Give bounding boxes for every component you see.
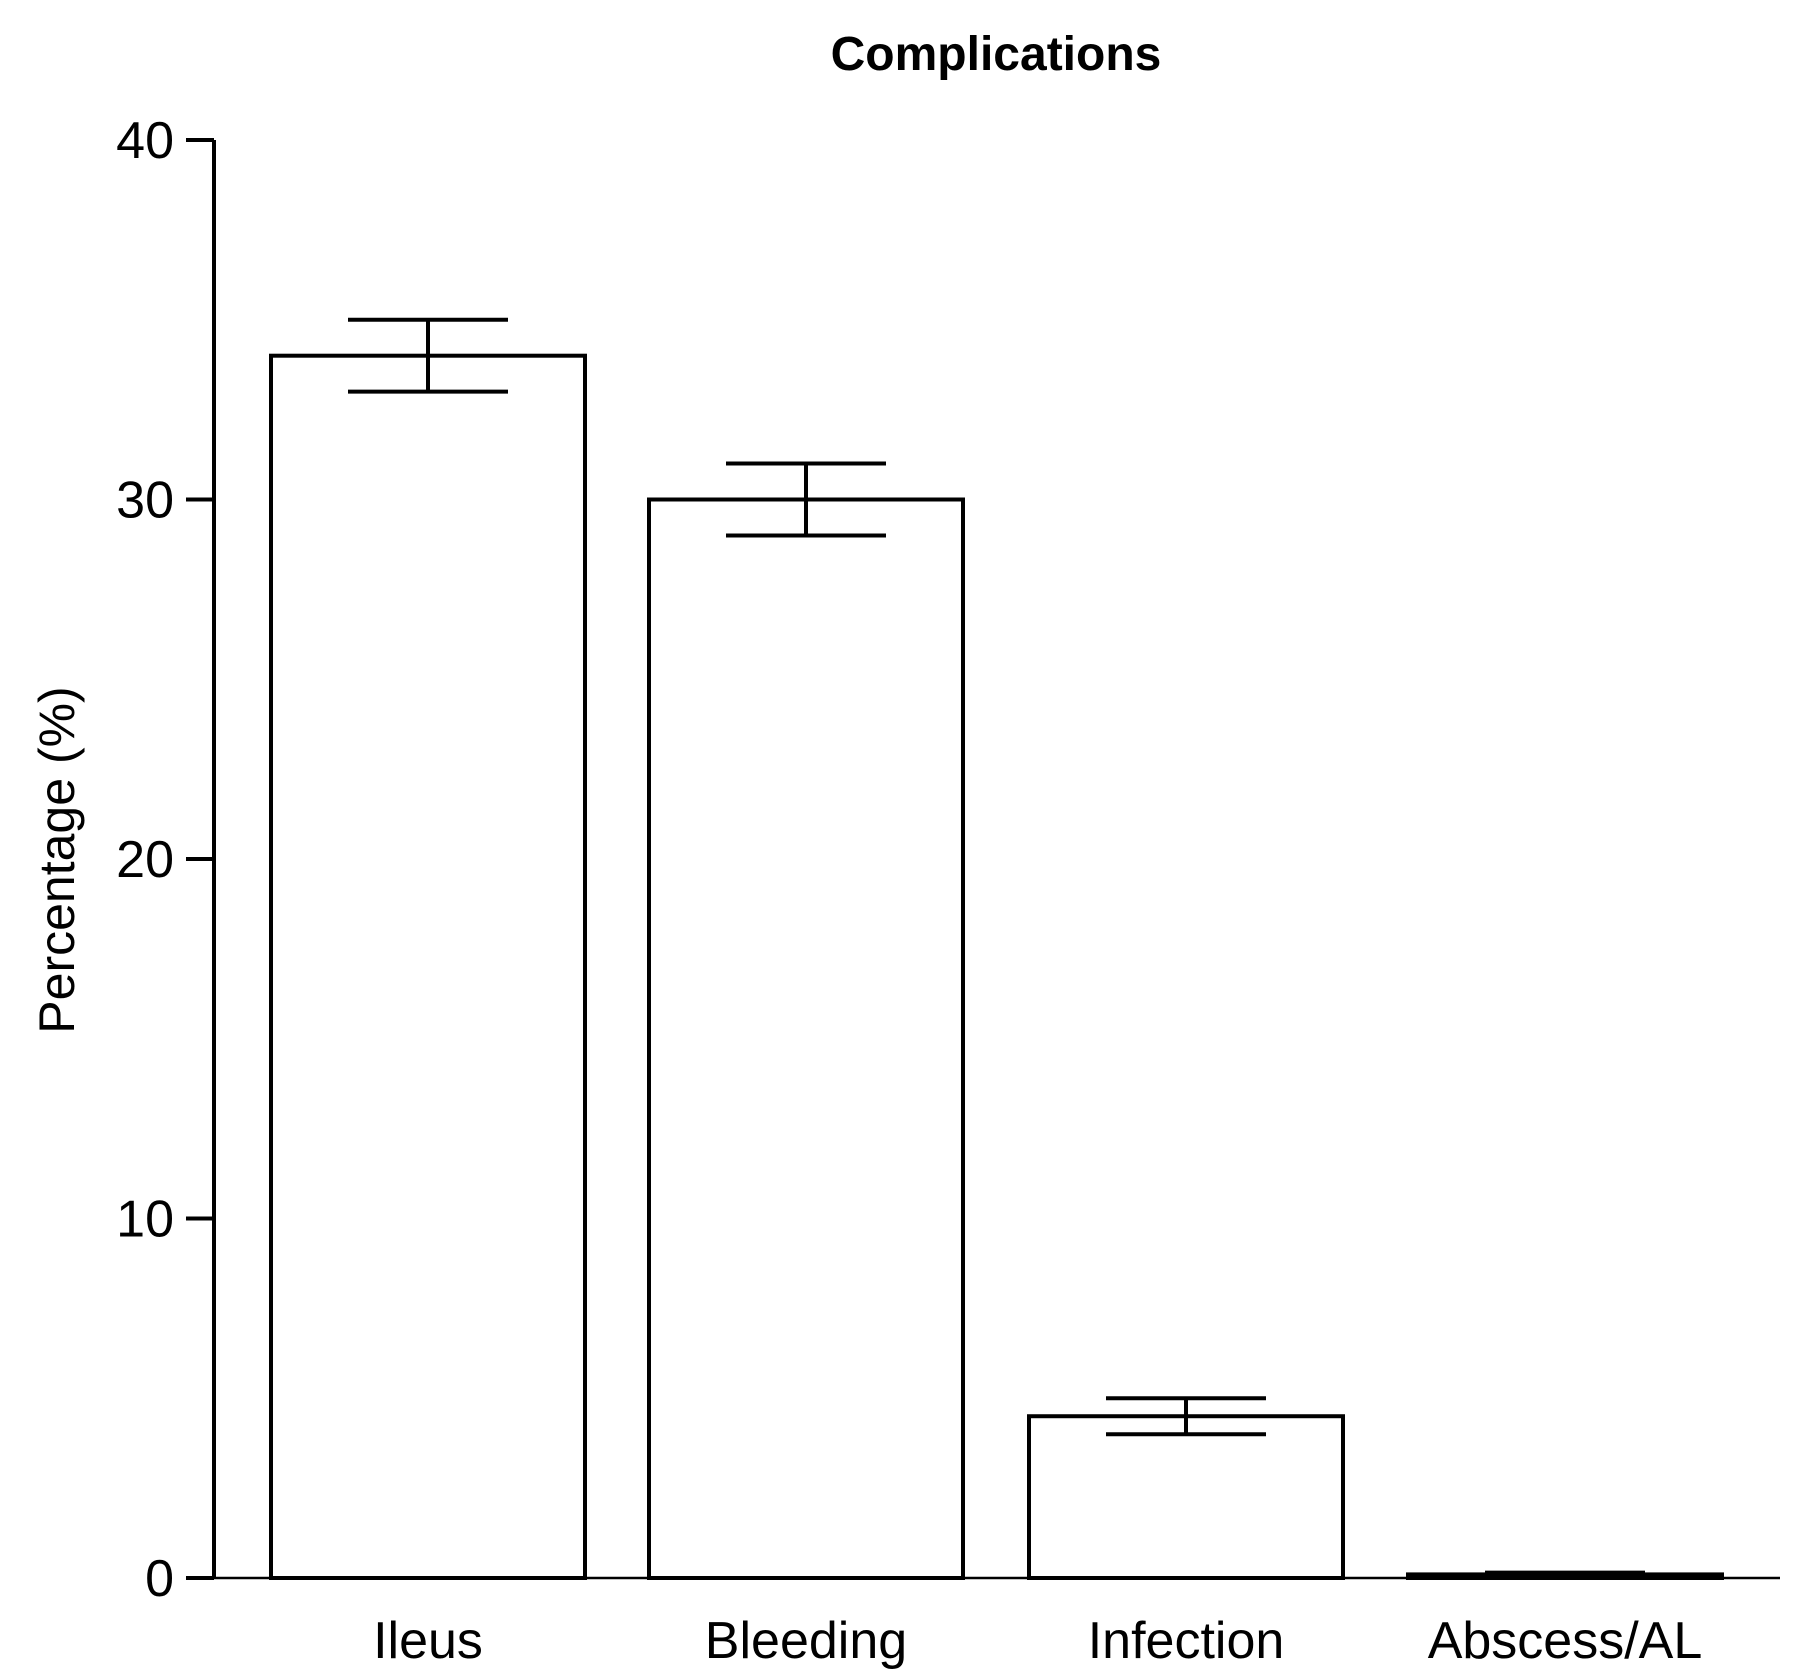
x-tick-label-ileus: Ileus — [373, 1612, 483, 1670]
y-tick-label-30: 30 — [116, 472, 174, 530]
y-tick-label-10: 10 — [116, 1191, 174, 1249]
x-tick-label-infection: Infection — [1088, 1612, 1285, 1670]
chart-title: Complications — [831, 28, 1162, 81]
bar-infection — [1027, 1414, 1345, 1580]
y-tick-label-40: 40 — [116, 112, 174, 170]
y-tick-label-0: 0 — [145, 1550, 174, 1608]
chart-marks: 0 10 20 30 40 Ileus Bleeding Infection Abscess/A… — [116, 112, 1780, 1670]
x-tick-label-abscess-al: Abscess/AL — [1428, 1612, 1703, 1670]
y-tick-label-20: 20 — [116, 831, 174, 889]
bar-ileus — [269, 353, 587, 1581]
x-tick-label-bleeding: Bleeding — [705, 1612, 907, 1670]
bar-bleeding — [647, 497, 965, 1580]
y-axis-label: Percentage (%) — [29, 686, 85, 1033]
